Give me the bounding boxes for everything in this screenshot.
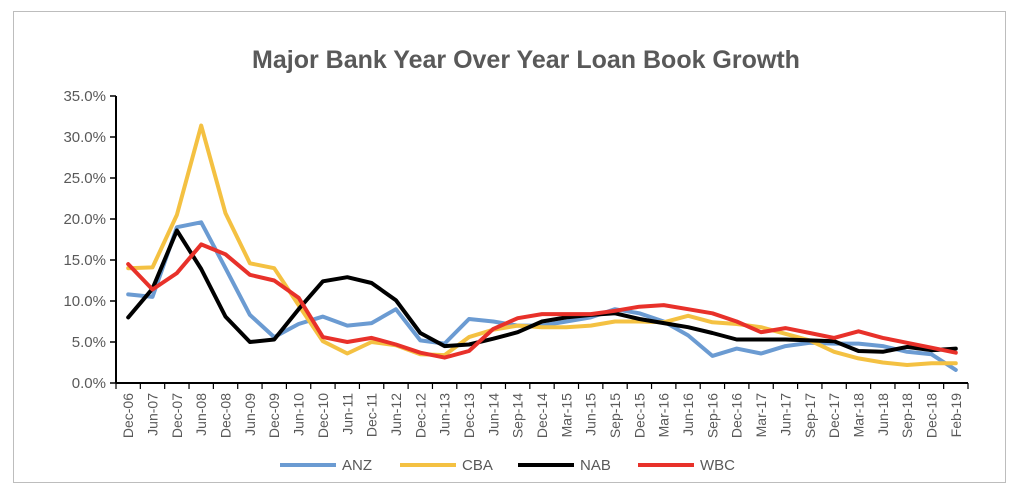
x-tick-label: Dec-09	[266, 393, 282, 438]
x-tick-label: Dec-07	[169, 393, 185, 438]
x-tick-label: Jun-14	[485, 393, 501, 436]
legend-label: WBC	[700, 457, 735, 474]
x-tick-label: Jun-08	[193, 393, 209, 436]
legend-label: ANZ	[342, 457, 372, 474]
series-line-nab	[126, 228, 958, 354]
x-tick-label: Feb-19	[948, 393, 964, 438]
legend-label: CBA	[462, 457, 493, 474]
x-tick-label: Dec-18	[923, 393, 939, 438]
x-tick-label: Mar-16	[656, 393, 672, 438]
x-tick-label: Dec-12	[412, 393, 428, 438]
x-tick-label: Jun-07	[145, 393, 161, 436]
series-line-cba	[126, 123, 958, 367]
y-tick-label: 35.0%	[63, 88, 106, 105]
legend-item-nab: NAB	[518, 457, 611, 474]
x-tick-label: Jun-18	[875, 393, 891, 436]
series-line-wbc	[126, 242, 958, 360]
x-tick-label: Sep-16	[704, 393, 720, 438]
x-tick-label: Sep-15	[607, 393, 623, 438]
x-tick-label: Dec-11	[364, 393, 380, 437]
legend-item-anz: ANZ	[280, 457, 372, 474]
x-tick-labels: Dec-06 Jun-07 Dec-07 Jun-08 Dec-08 Jun-09 Dec-…	[120, 393, 964, 438]
legend-item-cba: CBA	[400, 457, 493, 474]
y-tick-labels: 0.0% 5.0% 10.0% 15.0% 20.0% 25.0% 30.0% 35.0%	[63, 88, 106, 392]
x-tick-label: Jun-17	[777, 393, 793, 436]
x-tick-label: Dec-10	[315, 393, 331, 438]
y-tick-label: 15.0%	[63, 252, 106, 269]
legend: ANZ CBA NAB WBC	[280, 457, 735, 474]
x-tick-label: Jun-10	[291, 393, 307, 436]
x-tick-label: Dec-06	[120, 393, 136, 438]
legend-label: NAB	[580, 457, 611, 474]
x-tick-label: Mar-18	[850, 393, 866, 438]
x-tick-label: Dec-14	[534, 393, 550, 438]
series-line-anz	[126, 220, 958, 372]
x-tick-label: Mar-15	[558, 393, 574, 438]
y-tick-label: 30.0%	[63, 129, 106, 146]
x-tick-label: Dec-17	[826, 393, 842, 438]
x-tick-label: Mar-17	[753, 393, 769, 438]
x-tick-label: Dec-13	[461, 393, 477, 438]
x-tick-label: Sep-18	[899, 393, 915, 438]
y-tick-label: 10.0%	[63, 293, 106, 310]
x-tick-label: Dec-16	[729, 393, 745, 438]
x-tick-label: Sep-17	[802, 393, 818, 438]
legend-item-wbc: WBC	[638, 457, 735, 474]
x-tick-label: Jun-15	[583, 393, 599, 436]
x-tick-label: Jun-12	[388, 393, 404, 436]
x-tick-label: Jun-09	[242, 393, 258, 436]
axes	[110, 95, 969, 389]
series-lines	[126, 123, 958, 372]
y-tick-label: 0.0%	[72, 375, 106, 392]
chart-frame	[13, 11, 1006, 483]
x-tick-label: Sep-14	[510, 393, 526, 438]
y-tick-label: 5.0%	[72, 334, 106, 351]
x-tick-label: Dec-15	[631, 393, 647, 438]
x-tick-label: Jun-16	[680, 393, 696, 436]
x-tick-label: Dec-08	[218, 393, 234, 438]
x-tick-label: Jun-13	[437, 393, 453, 436]
y-tick-label: 25.0%	[63, 170, 106, 187]
y-tick-label: 20.0%	[63, 211, 106, 228]
x-tick-label: Jun-11	[339, 393, 355, 435]
chart-title: Major Bank Year Over Year Loan Book Grow…	[252, 46, 800, 74]
